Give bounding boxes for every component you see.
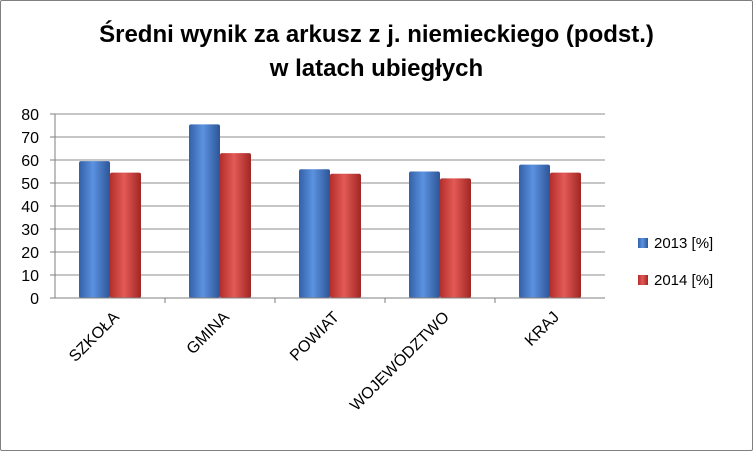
legend-swatch xyxy=(638,275,648,285)
y-tick-label: 0 xyxy=(30,291,39,308)
bar-szkoła-2014 xyxy=(110,172,141,298)
legend-swatch xyxy=(638,238,648,248)
chart-title-line-1: Średni wynik za arkusz z j. niemieckiego… xyxy=(99,21,654,48)
bar-gmina-2013 xyxy=(189,124,220,298)
chart-title: Średni wynik za arkusz z j. niemieckiego… xyxy=(0,18,753,86)
x-category-label: KRAJ xyxy=(522,309,563,350)
y-tick-label: 60 xyxy=(21,153,39,170)
bar-powiat-2013 xyxy=(299,169,330,298)
y-tick-label: 70 xyxy=(21,130,39,147)
bar-województwo-2013 xyxy=(409,171,440,298)
x-category-label: GMINA xyxy=(184,309,233,358)
legend-label: 2013 [%] xyxy=(654,235,713,252)
y-tick-label: 80 xyxy=(21,107,39,124)
y-tick-label: 10 xyxy=(21,268,39,285)
bar-powiat-2014 xyxy=(330,173,361,298)
y-tick-label: 50 xyxy=(21,176,39,193)
x-category-label: SZKOŁA xyxy=(66,309,123,366)
bar-gmina-2014 xyxy=(220,153,251,298)
x-category-label: POWIAT xyxy=(287,309,343,365)
y-tick-label: 20 xyxy=(21,245,39,262)
bar-kraj-2013 xyxy=(519,164,550,298)
chart-title-line-2: w latach ubiegłych xyxy=(269,55,484,82)
bar-kraj-2014 xyxy=(550,172,581,298)
y-tick-label: 40 xyxy=(21,199,39,216)
bar-województwo-2014 xyxy=(440,178,471,298)
x-category-label: WOJEWÓDZTWO xyxy=(346,307,453,414)
bar-szkoła-2013 xyxy=(79,161,110,298)
y-tick-label: 30 xyxy=(21,222,39,239)
legend-label: 2014 [%] xyxy=(654,272,713,289)
